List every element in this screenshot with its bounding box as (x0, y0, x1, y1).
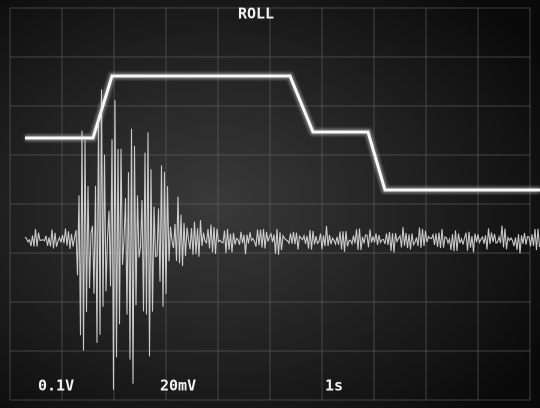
burst-trace (24, 89, 540, 390)
mode-label: ROLL (238, 5, 274, 23)
step-trace (25, 74, 540, 192)
timebase: 1s (325, 377, 343, 395)
channel1-scale: 0.1V (38, 377, 74, 395)
traces (24, 72, 540, 390)
channel2-scale: 20mV (160, 377, 196, 395)
